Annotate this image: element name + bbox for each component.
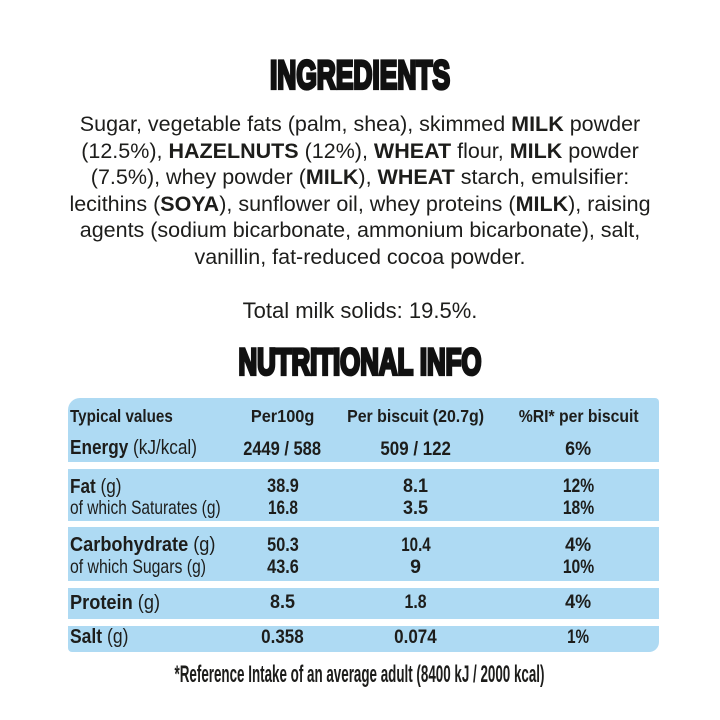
svg-text:NUTRITIONAL INFO: NUTRITIONAL INFO [239, 341, 482, 383]
svg-text:INGREDIENTS: INGREDIENTS [270, 53, 450, 98]
